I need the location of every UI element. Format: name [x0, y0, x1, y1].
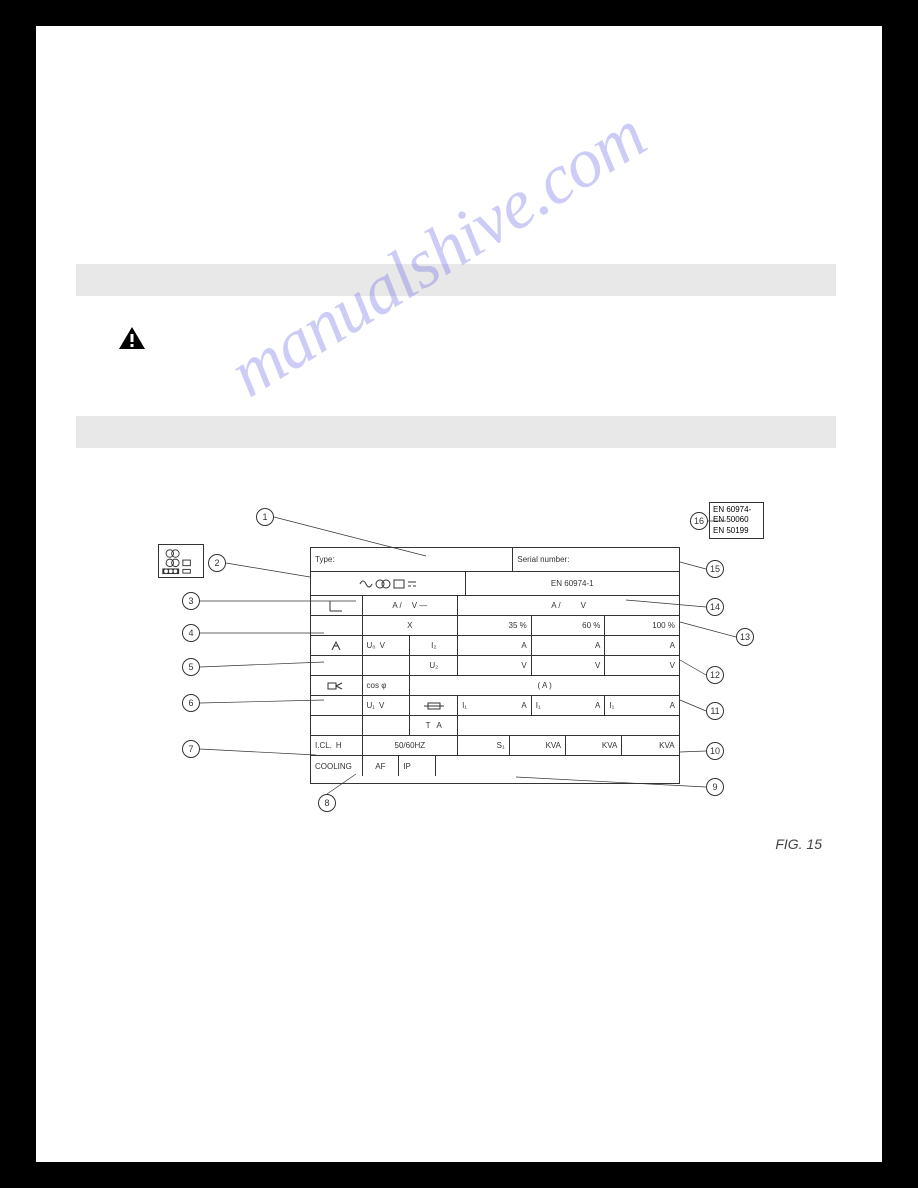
i2-label: I₂: [410, 636, 458, 655]
i1-a3: A: [670, 701, 675, 710]
freq-val: 50/60HZ: [363, 736, 459, 755]
callout-16: 16: [690, 512, 708, 530]
converter-symbol-cell: [311, 572, 466, 595]
callout-5: 5: [182, 658, 200, 676]
fuse-icon: [410, 696, 458, 715]
range-v2: V: [581, 601, 586, 610]
i1-a1: A: [521, 701, 526, 710]
figure-caption: FIG. 15: [775, 836, 822, 852]
callout-2: 2: [208, 554, 226, 572]
standards-box: EN 60974- EN 50060 EN 50199: [709, 502, 764, 539]
callout-7: 7: [182, 740, 200, 758]
callout-14: 14: [706, 598, 724, 616]
process-symbol-2: [311, 636, 363, 655]
duty-x: X: [363, 616, 459, 635]
callout-11: 11: [706, 702, 724, 720]
i1-l1: I₁: [462, 701, 467, 710]
s1-label: S₁: [458, 736, 510, 755]
u2-v2: V: [532, 656, 606, 675]
icl-val: H: [336, 741, 342, 750]
u2-v1: V: [458, 656, 532, 675]
u2-label: U₂: [410, 656, 458, 675]
ip-label: IP: [399, 756, 436, 776]
cos-label: cos φ: [363, 676, 411, 695]
a-label: ( A ): [410, 676, 679, 695]
range-v: V —: [412, 601, 428, 610]
i1-a2: A: [595, 701, 600, 710]
serial-label: Serial number:: [513, 548, 679, 571]
warning-icon: [118, 326, 146, 350]
callout-6: 6: [182, 694, 200, 712]
u1-label: U₁: [367, 701, 375, 710]
rating-plate-diagram: EN 60974- EN 50060 EN 50199 Ty: [136, 502, 796, 832]
callout-3: 3: [182, 592, 200, 610]
t-label: T: [426, 721, 431, 730]
i1-l3: I₁: [609, 701, 614, 710]
cooling-val: AF: [363, 756, 400, 776]
process-symbol-1: [311, 596, 363, 615]
u2-v3: V: [605, 656, 679, 675]
section-bar-1: [76, 264, 836, 296]
u0-unit: V: [380, 641, 385, 650]
duty-100: 100 %: [605, 616, 679, 635]
callout-9: 9: [706, 778, 724, 796]
kva1: KVA: [510, 736, 566, 755]
i2-a2: A: [532, 636, 606, 655]
range-a: A /: [392, 601, 401, 610]
i2-a3: A: [605, 636, 679, 655]
std-line: EN 60974-: [713, 505, 760, 515]
duty-60: 60 %: [532, 616, 606, 635]
t-unit: A: [437, 721, 442, 730]
i2-a1: A: [458, 636, 532, 655]
u1-unit: V: [379, 701, 384, 710]
cooling-label: COOLING: [311, 756, 363, 776]
manual-page: manualshive.com EN 60974- EN 50060 EN 50…: [36, 26, 882, 1162]
callout-4: 4: [182, 624, 200, 642]
callout-12: 12: [706, 666, 724, 684]
i1-l2: I₁: [536, 701, 541, 710]
std-line: EN 50199: [713, 526, 760, 536]
std-line: EN 50060: [713, 515, 760, 525]
watermark-text: manualshive.com: [216, 95, 659, 413]
callout-8: 8: [318, 794, 336, 812]
std-ref: EN 60974-1: [466, 572, 679, 595]
type-label: Type:: [311, 548, 513, 571]
range-a2: A /: [551, 601, 560, 610]
kva3: KVA: [622, 736, 678, 755]
process-symbol-3: [311, 676, 363, 695]
u0-label: U₀: [367, 641, 376, 650]
icl-label: I.CL.: [315, 741, 332, 750]
callout-10: 10: [706, 742, 724, 760]
kva2: KVA: [566, 736, 622, 755]
callout-1: 1: [256, 508, 274, 526]
symbol-box: [158, 544, 204, 578]
rating-plate: Type: Serial number: EN 60974-1: [310, 547, 680, 784]
section-bar-2: [76, 416, 836, 448]
converter-icon: [358, 576, 418, 592]
callout-13: 13: [736, 628, 754, 646]
callout-15: 15: [706, 560, 724, 578]
duty-35: 35 %: [458, 616, 532, 635]
